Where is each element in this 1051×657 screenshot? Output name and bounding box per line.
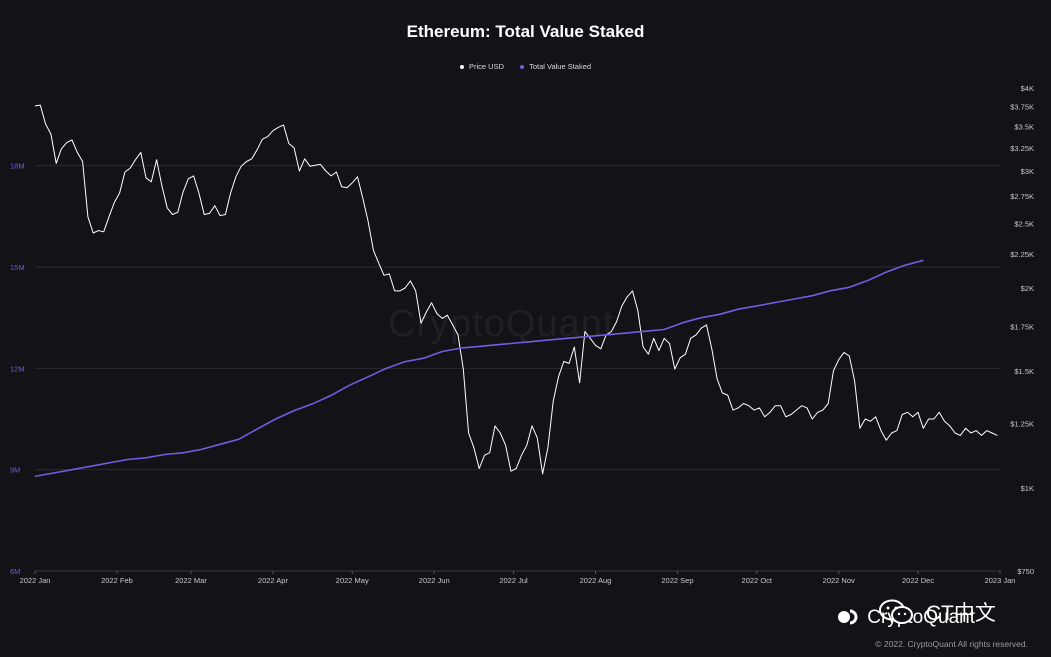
- x-tick-label: 2022 Nov: [823, 576, 855, 585]
- y-right-tick-label: $2K: [1021, 284, 1034, 293]
- copyright-text: © 2022. CryptoQuant All rights reserved.: [875, 639, 1028, 649]
- x-tick-label: 2022 Jul: [499, 576, 528, 585]
- y-right-tick-label: $2.25K: [1010, 250, 1034, 259]
- y-right-tick-label: $2.5K: [1014, 220, 1034, 229]
- wechat-tag: CT中文: [878, 597, 996, 627]
- x-tick-label: 2023 Jan: [985, 576, 1016, 585]
- chart-title: Ethereum: Total Value Staked: [406, 22, 645, 41]
- y-right-tick-label: $2.75K: [1010, 192, 1034, 201]
- y-left-tick-label: 9M: [10, 466, 20, 475]
- y-right-tick-label: $3.75K: [1010, 103, 1034, 112]
- cryptoquant-logo-icon: [838, 609, 858, 625]
- wechat-icon: [879, 599, 913, 624]
- y-left-tick-label: 12M: [10, 364, 25, 373]
- x-tick-label: 2022 Apr: [258, 576, 289, 585]
- y-right-tick-label: $3.5K: [1014, 123, 1034, 132]
- legend-dot-staked: [520, 65, 525, 70]
- series-line-total-value-staked: [34, 259, 924, 478]
- legend-label-staked: Total Value Staked: [529, 62, 592, 71]
- y-left-tick-label: 18M: [10, 162, 25, 171]
- y-right-tick-label: $750: [1017, 567, 1034, 576]
- series-line-price-usd: [34, 104, 998, 475]
- x-tick-label: 2022 May: [336, 576, 369, 585]
- legend-label-price: Price USD: [469, 62, 505, 71]
- x-tick-label: 2022 Dec: [902, 576, 934, 585]
- wechat-label: CT中文: [925, 602, 996, 625]
- y-right-tick-label: $1K: [1021, 484, 1034, 493]
- x-tick-label: 2022 Mar: [175, 576, 207, 585]
- legend-item-staked[interactable]: Total Value Staked: [520, 62, 591, 71]
- legend-dot-price: [459, 65, 464, 70]
- x-tick-label: 2022 Jun: [419, 576, 450, 585]
- y-right-tick-label: $1.25K: [1010, 420, 1034, 429]
- x-tick-label: 2022 Jan: [20, 576, 51, 585]
- x-tick-label: 2022 Oct: [742, 576, 773, 585]
- y-right-tick-label: $3K: [1021, 167, 1034, 176]
- chart-legend: Price USD Total Value Staked: [0, 62, 1051, 71]
- legend-item-price[interactable]: Price USD: [459, 62, 505, 71]
- x-tick-label: 2022 Aug: [580, 576, 612, 585]
- x-tick-label: 2022 Sep: [661, 576, 693, 585]
- y-right-tick-label: $1.75K: [1010, 323, 1034, 332]
- y-right-tick-label: $4K: [1021, 84, 1034, 93]
- y-left-tick-label: 15M: [10, 263, 25, 272]
- x-tick-label: 2022 Feb: [101, 576, 133, 585]
- y-right-tick-label: $3.25K: [1010, 144, 1034, 153]
- y-left-tick-label: 6M: [10, 567, 20, 576]
- y-right-tick-label: $1.5K: [1014, 367, 1034, 376]
